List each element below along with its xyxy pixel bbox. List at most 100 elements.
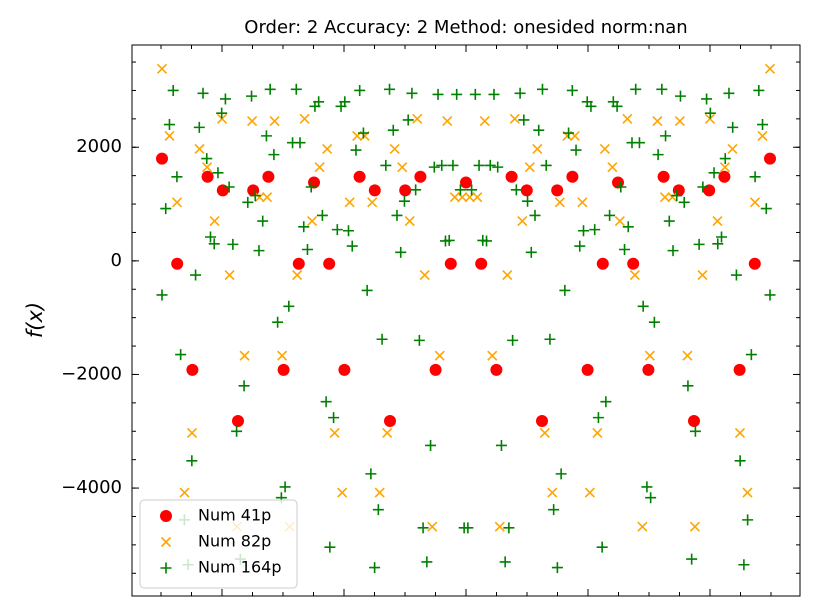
data-point [555,468,567,480]
data-point [592,412,604,424]
data-point [269,116,280,127]
data-point [322,143,333,155]
data-point [254,192,265,203]
data-point [216,113,228,124]
data-point [682,350,693,361]
data-point [224,269,235,281]
data-point [481,235,493,247]
data-point [328,412,340,424]
data-point [257,215,269,227]
data-point [633,137,645,149]
data-point [757,119,769,131]
data-point [529,209,541,221]
data-point [469,88,481,100]
data-point [305,181,317,193]
data-point [410,184,422,196]
data-point [398,195,410,207]
data-point [449,192,460,203]
data-point [324,541,336,553]
data-point [742,514,754,526]
data-point [279,481,291,493]
data-point [413,334,425,346]
data-point [201,170,214,183]
data-point [760,203,772,215]
data-point [678,196,690,208]
data-point [502,269,513,281]
data-point [464,192,475,203]
data-point [514,87,526,99]
data-point [414,170,427,183]
data-point [419,269,430,281]
data-point [307,216,318,227]
legend-marker [160,510,172,522]
data-point [718,170,731,183]
data-point [231,425,243,437]
legend-marker [160,562,172,574]
data-point [314,162,325,173]
data-point [509,113,520,124]
data-point [510,184,522,196]
data-point [701,93,713,105]
data-point [361,284,373,296]
data-point [656,83,668,95]
data-point [160,203,172,215]
data-point [659,192,670,203]
data-point [645,492,657,504]
data-point [479,116,490,127]
data-point [764,63,776,74]
data-point [368,184,381,197]
data-point [272,316,284,328]
legend-label: Num 41p [198,506,271,525]
data-point [201,153,213,165]
data-point [614,216,625,227]
data-point [689,425,701,437]
data-point [607,162,618,173]
data-point [242,196,254,208]
chart-title: Order: 2 Accuracy: 2 Method: onesided no… [244,17,687,38]
data-point [547,487,558,498]
data-point [674,90,686,102]
data-point [397,162,408,173]
data-point [577,225,589,237]
data-point [689,521,701,532]
data-point [219,93,231,105]
data-point [179,487,190,498]
data-point [663,215,675,227]
data-point [719,162,731,173]
data-point [443,234,455,246]
data-point [753,84,765,96]
data-point [369,562,381,574]
data-point [444,257,457,270]
data-point [642,363,655,376]
data-point [484,159,496,171]
data-point [667,192,678,203]
data-point [292,257,305,270]
data-point [487,350,498,361]
data-point [577,197,588,208]
data-point [209,216,220,227]
data-point [544,333,556,345]
data-point [175,349,187,361]
data-point [428,161,440,173]
data-point [344,197,355,208]
data-point [727,121,739,133]
data-point [253,245,265,257]
data-point [372,504,384,516]
data-point [283,300,295,312]
data-point [299,113,310,124]
data-point [686,553,698,565]
data-point [749,197,761,208]
data-point [434,350,445,361]
data-point [262,170,275,183]
data-point [738,559,750,571]
data-point [436,159,448,171]
data-point [660,130,672,142]
data-point [391,209,403,221]
data-point [232,415,244,428]
data-point [473,159,485,171]
data-point [648,316,660,328]
data-point [294,137,306,149]
data-point [517,216,528,227]
data-point [417,522,429,534]
data-point [495,439,507,451]
